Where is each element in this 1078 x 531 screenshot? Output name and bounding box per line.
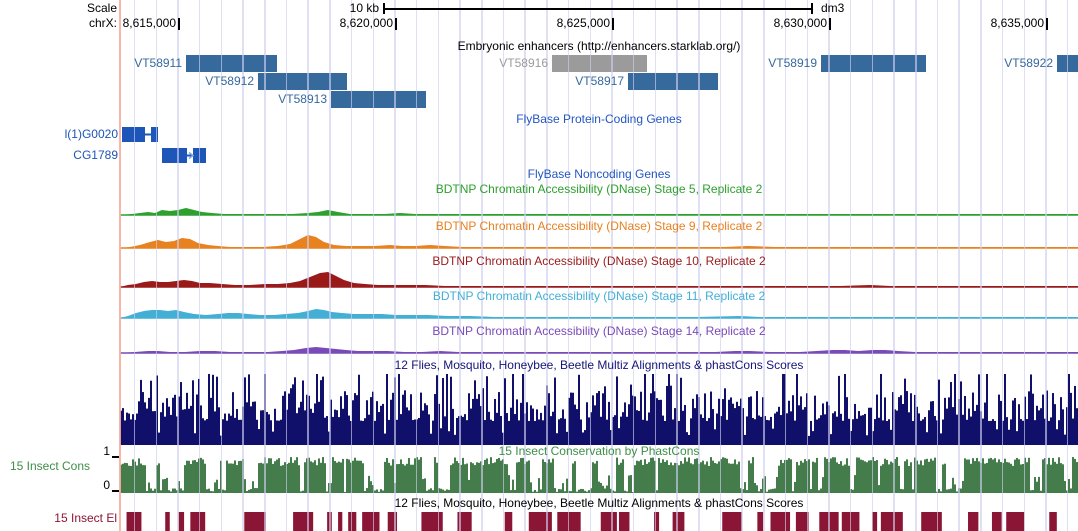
enhancer-item-label: VT58922	[1004, 56, 1053, 70]
scale-ruler-left-tick	[383, 3, 385, 14]
track-title-multiz-top: 12 Flies, Mosquito, Honeybee, Beetle Mul…	[394, 358, 804, 372]
track-title-flybase-coding: FlyBase Protein-Coding Genes	[516, 112, 682, 126]
enhancer-item-VT58919[interactable]	[821, 55, 926, 72]
enhancer-item-label: VT58913	[278, 92, 327, 106]
gene-exon-CG1789[interactable]	[162, 148, 187, 163]
coordinate-label: 8,625,000	[556, 16, 610, 30]
assembly-label: dm3	[821, 1, 845, 15]
bdtnp-signal-4[interactable]	[120, 347, 1078, 353]
ruler-distance-label: 10 kb	[349, 1, 379, 15]
elements-left-label[interactable]: 15 Insect El	[54, 511, 117, 525]
track-title-enhancers: Embryonic enhancers (http://enhancers.st…	[457, 39, 741, 53]
phastcons-signal-track[interactable]	[120, 457, 1078, 493]
gene-label: CG1789	[73, 148, 118, 162]
enhancer-item-label: VT58912	[205, 74, 254, 88]
scale-label: Scale	[86, 1, 117, 15]
enhancer-item-label: VT58911	[134, 56, 182, 70]
enhancer-item-label: VT58916	[499, 56, 548, 70]
scale-ruler-right-tick	[811, 3, 813, 14]
track-title-bdtnp-stage9: BDTNP Chromatin Accessibility (DNase) St…	[435, 219, 763, 233]
phastcons-axis-min: 0	[103, 478, 110, 492]
bdtnp-signal-1[interactable]	[120, 235, 1078, 248]
coordinate-tick	[612, 18, 614, 30]
gene-direction-arrow-icon	[188, 151, 195, 160]
enhancer-item-VT58917[interactable]	[628, 73, 718, 90]
bdtnp-signal-3[interactable]	[120, 309, 1078, 318]
enhancer-item-VT58913[interactable]	[331, 91, 426, 108]
coordinate-label: 8,615,000	[122, 16, 176, 30]
phastcons-axis-max-tick	[112, 456, 119, 458]
track-title-flybase-noncoding: FlyBase Noncoding Genes	[527, 167, 671, 181]
track-title-phastcons: 15 Insect Conservation by PhastCons	[498, 444, 700, 458]
gene-exon-l(1)G0020[interactable]	[151, 127, 158, 142]
phastcons-left-label[interactable]: 15 Insect Cons	[9, 459, 90, 473]
coordinate-tick	[1046, 18, 1048, 30]
track-title-bdtnp-stage5: BDTNP Chromatin Accessibility (DNase) St…	[435, 182, 763, 196]
gene-exon-l(1)G0020[interactable]	[122, 127, 145, 142]
enhancer-item-label: VT58919	[768, 56, 817, 70]
enhancer-item-VT58911[interactable]	[186, 55, 277, 72]
chromosome-label: chrX:	[88, 16, 117, 30]
scale-ruler-line	[383, 8, 812, 10]
track-title-bdtnp-stage11: BDTNP Chromatin Accessibility (DNase) St…	[432, 289, 766, 303]
multiz-alignment-track[interactable]	[120, 374, 1078, 445]
phastcons-axis-min-tick	[112, 490, 119, 492]
enhancer-item-VT58912[interactable]	[258, 73, 347, 90]
coordinate-tick	[178, 18, 180, 30]
track-title-bdtnp-stage14: BDTNP Chromatin Accessibility (DNase) St…	[432, 324, 766, 338]
coordinate-label: 8,620,000	[339, 16, 393, 30]
coordinate-tick	[395, 18, 397, 30]
track-title-bdtnp-stage10: BDTNP Chromatin Accessibility (DNase) St…	[432, 254, 766, 268]
enhancer-item-VT58916[interactable]	[552, 55, 647, 72]
enhancer-item-label: VT58917	[575, 74, 624, 88]
coordinate-tick	[829, 18, 831, 30]
phastcons-axis-max: 1	[103, 444, 110, 458]
coordinate-label: 8,635,000	[990, 16, 1044, 30]
track-title-multiz-bottom: 12 Flies, Mosquito, Honeybee, Beetle Mul…	[394, 496, 804, 510]
gene-label: l(1)G0020	[64, 127, 118, 141]
bdtnp-signal-2[interactable]	[120, 272, 1078, 287]
coordinate-label: 8,630,000	[773, 16, 827, 30]
